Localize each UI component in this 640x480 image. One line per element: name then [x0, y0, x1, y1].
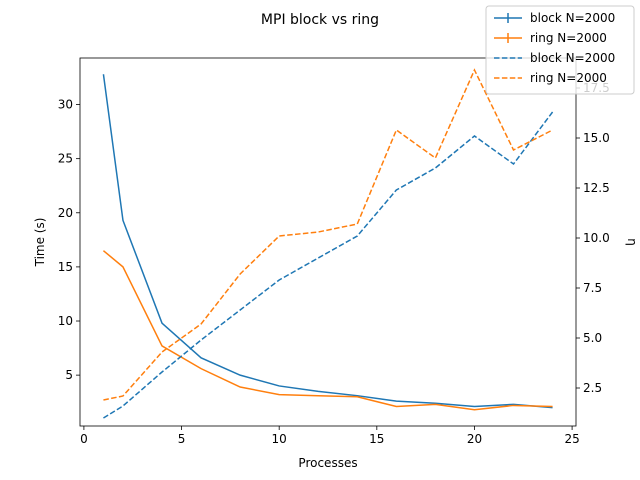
legend-label: block N=2000	[530, 11, 615, 25]
axis-ticks: 0 5 10 15 20 25 5 10 15 20 25 30 2.5 5.0 7.5 10.0 12.5 15…	[58, 81, 610, 446]
legend-label: block N=2000	[530, 51, 615, 65]
x-tick-label: 5	[178, 432, 186, 446]
x-tick-label: 15	[369, 432, 384, 446]
y-axis-label-left: Time (s)	[33, 218, 47, 268]
y-tick-label-left: 30	[58, 98, 73, 112]
legend-box	[485, 5, 635, 95]
y-tick-label-right: 10.0	[583, 231, 610, 245]
plot-frame	[79, 57, 577, 427]
y-tick-label-right: 5.0	[583, 331, 602, 345]
y-tick-label-left: 20	[58, 206, 73, 220]
y-tick-label-right: 15.0	[583, 131, 610, 145]
y-tick-label-right: 2.5	[583, 381, 602, 395]
series-line-0	[102, 74, 553, 409]
series-line-1	[102, 250, 553, 411]
x-tick-label: 0	[80, 432, 88, 446]
legend-label: ring N=2000	[530, 31, 607, 45]
y-tick-label-right: 12.5	[583, 181, 610, 195]
y-tick-label-left: 25	[58, 152, 73, 166]
series-line-2	[103, 111, 554, 419]
series-line-3	[103, 68, 553, 401]
x-tick-label: 20	[467, 432, 482, 446]
plot-area	[102, 68, 554, 419]
data-point	[551, 129, 554, 132]
legend-label: ring N=2000	[530, 71, 607, 85]
y-tick-label-left: 10	[58, 314, 73, 328]
x-tick-label: 10	[272, 432, 287, 446]
y-axis-label-right: η	[625, 238, 639, 246]
y-tick-label-right: 7.5	[583, 281, 602, 295]
x-tick-label: 25	[564, 432, 579, 446]
y-tick-label-left: 15	[58, 260, 73, 274]
legend: block N=2000 ring N=2000 block N=2000 ring …	[485, 5, 635, 95]
x-axis-label: Processes	[298, 456, 357, 470]
y-tick-label-left: 5	[65, 368, 73, 382]
chart-title: MPI block vs ring	[261, 12, 379, 28]
